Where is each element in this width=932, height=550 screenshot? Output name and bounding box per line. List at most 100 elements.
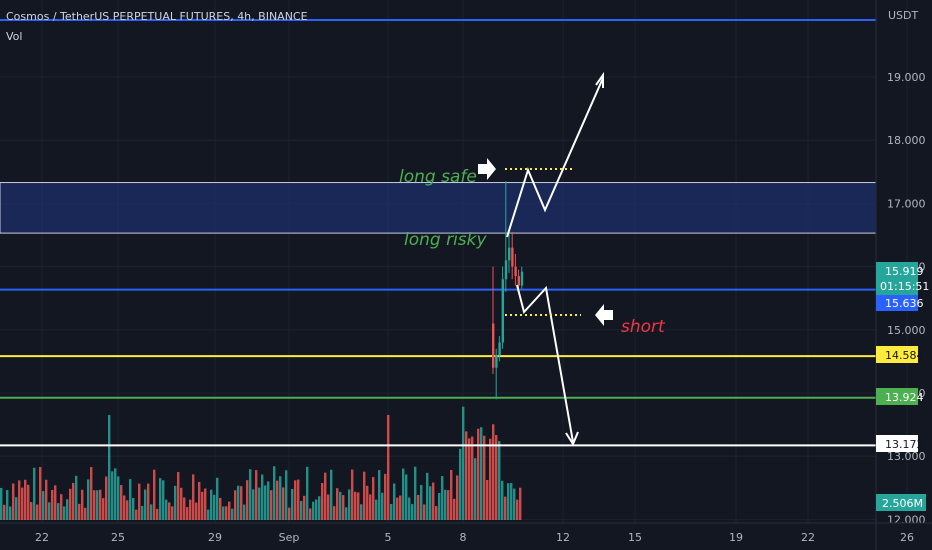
volume-bar <box>138 483 141 520</box>
volume-bar <box>204 488 207 520</box>
volume-bar <box>507 483 510 520</box>
volume-bar <box>246 480 249 520</box>
volume-bar <box>90 467 93 520</box>
candle-body <box>504 260 508 280</box>
volume-bar <box>132 497 135 520</box>
candle-body <box>508 247 511 261</box>
volume-bar <box>273 466 276 520</box>
short-path <box>516 284 574 443</box>
volume-bar <box>417 494 420 520</box>
volume-bar <box>354 491 357 520</box>
volume-bar <box>0 487 3 520</box>
volume-bar <box>177 472 180 520</box>
long-safe-label: long safe <box>399 167 477 187</box>
volume-bar <box>261 474 264 520</box>
price-label-green: 13.924 <box>876 388 924 405</box>
volume-bar <box>438 493 441 520</box>
zone-rect <box>0 182 877 234</box>
volume-bar <box>330 469 333 520</box>
x-tick-label: 19 <box>729 531 743 544</box>
volume-bar <box>381 492 384 520</box>
x-tick-label: Sep <box>279 531 300 544</box>
volume-bar <box>285 470 288 520</box>
volume-bar <box>48 502 51 520</box>
volume-bar <box>471 436 474 520</box>
volume-bar <box>225 506 228 520</box>
volume-bar <box>66 499 69 520</box>
volume-bar <box>45 479 48 520</box>
volume-bar <box>6 490 9 520</box>
currency-label: USDT <box>888 9 919 22</box>
volume-bar <box>369 494 372 520</box>
volume-bar <box>405 474 408 520</box>
volume-bar <box>219 497 222 520</box>
volume-bar <box>303 495 306 520</box>
volume-bar <box>291 488 294 520</box>
volume-bar <box>150 504 153 520</box>
volume-bar <box>393 483 396 520</box>
x-tick-label: 8 <box>460 531 467 544</box>
volume-bar <box>39 466 42 520</box>
svg-text:15.919: 15.919 <box>885 265 924 278</box>
price-label-volume: 2.506M <box>876 494 926 511</box>
volume-bar <box>489 438 492 520</box>
volume-bar <box>108 415 111 520</box>
volume-bar <box>18 480 21 520</box>
volume-bar <box>9 506 12 520</box>
volume-bar <box>222 506 225 520</box>
volume-bar <box>216 477 219 520</box>
horizontal-levels <box>0 19 876 447</box>
volume-bar <box>78 503 81 520</box>
y-tick-label: 15.000 <box>887 324 926 337</box>
volume-bar <box>72 482 75 520</box>
candle-body <box>492 323 495 368</box>
volume-bar <box>165 499 168 520</box>
volume-bar <box>441 476 444 520</box>
volume-bar <box>342 495 345 520</box>
volume-bar <box>486 479 489 520</box>
volume-bar <box>495 435 498 520</box>
volume-bar <box>237 485 240 520</box>
svg-text:01:15:51: 01:15:51 <box>880 280 929 293</box>
x-tick-label: 26 <box>900 531 914 544</box>
candle-body <box>514 266 517 277</box>
volume-bar <box>144 489 147 520</box>
volume-bar <box>402 468 405 520</box>
volume-bar <box>102 498 105 520</box>
volume-bar <box>345 507 348 520</box>
volume-bar <box>189 499 192 520</box>
volume-bar <box>504 496 507 520</box>
drawings <box>478 71 613 447</box>
volume-bar <box>96 490 99 520</box>
volume-bar <box>294 480 297 520</box>
volume-bar <box>519 487 522 520</box>
volume-bar <box>195 502 198 520</box>
volume-bar <box>318 496 321 520</box>
volume-bar <box>426 472 429 520</box>
volume-bar <box>42 491 45 520</box>
volume-bar <box>141 505 144 520</box>
volume-bar <box>69 488 72 520</box>
volume-bar <box>87 479 90 520</box>
volume-bar <box>270 490 273 520</box>
volume-bar <box>411 504 414 520</box>
volume-bar <box>408 497 411 520</box>
volume-bar <box>351 469 354 520</box>
volume-bar <box>306 466 309 520</box>
volume-bar <box>75 475 78 520</box>
long-risky-label: long risky <box>404 230 488 250</box>
volume-bar <box>30 502 33 520</box>
volume-bar <box>210 489 213 520</box>
volume-bar <box>198 481 201 520</box>
volume-bar <box>24 479 27 520</box>
volume-bar <box>114 468 117 520</box>
volume-bar <box>57 503 60 520</box>
y-tick-label: 13.000 <box>887 450 926 463</box>
volume-bar <box>135 509 138 520</box>
volume-bar <box>153 469 156 520</box>
volume-bar <box>267 481 270 520</box>
y-tick-label: 18.000 <box>887 134 926 147</box>
volume-bar <box>348 489 351 520</box>
volume-bar <box>159 478 162 520</box>
